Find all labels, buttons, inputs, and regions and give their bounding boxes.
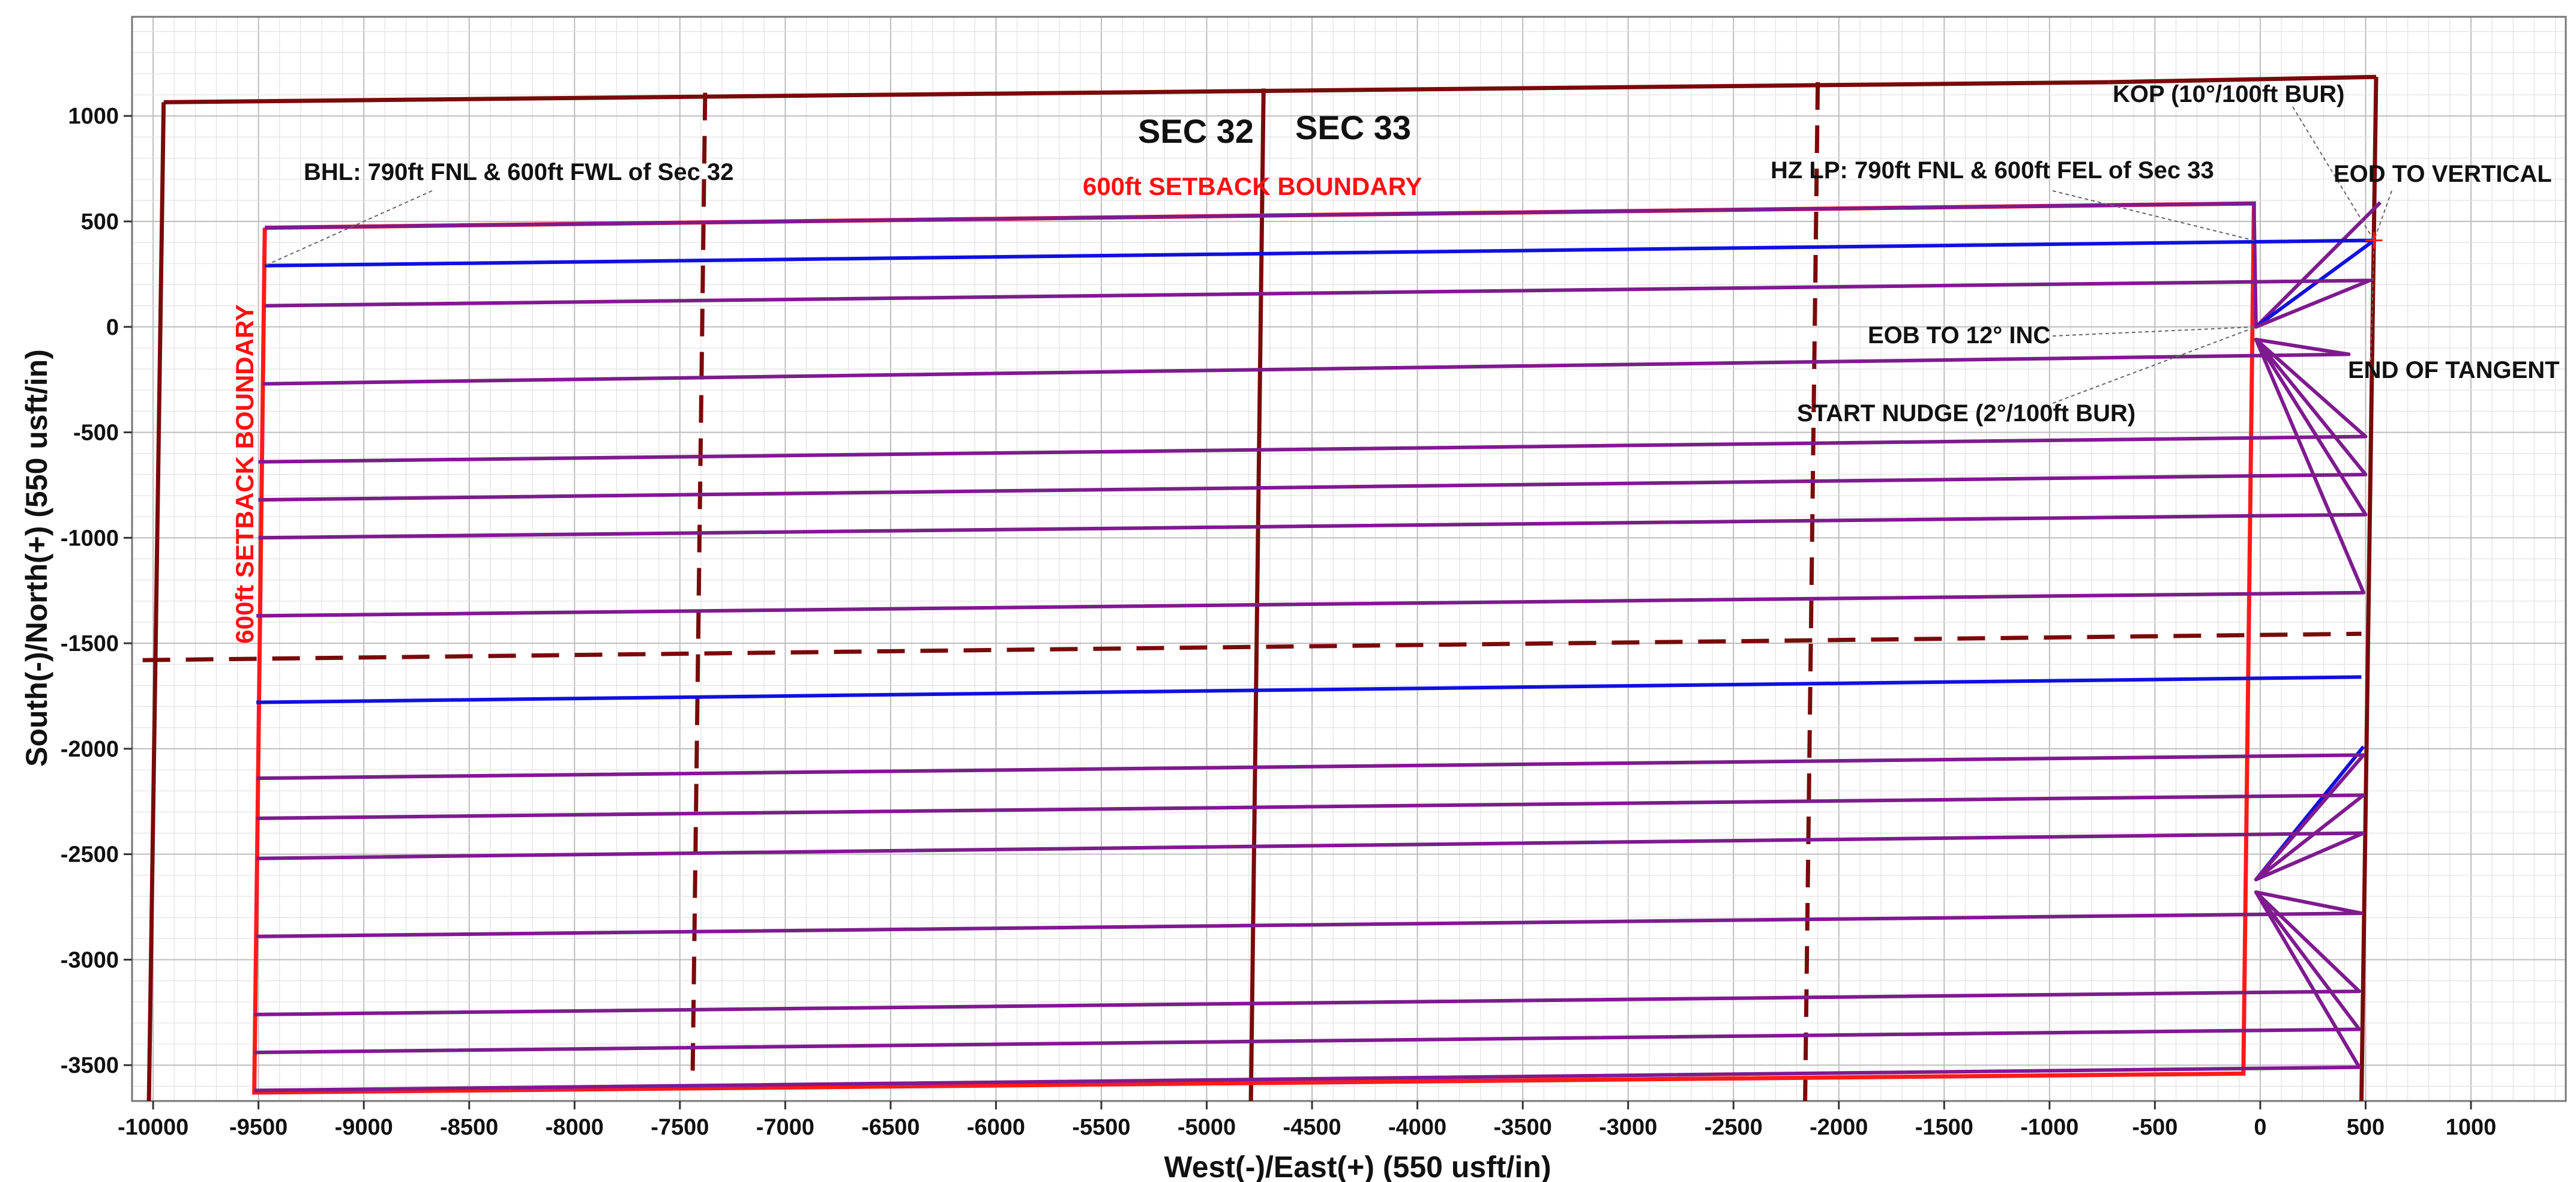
hz-lp-annotation: HZ LP: 790ft FNL & 600ft FEL of Sec 33 <box>1771 157 2214 184</box>
well-path-3 <box>265 278 2372 329</box>
x-tick-label: -9000 <box>335 1115 393 1140</box>
well-path-11 <box>256 753 2365 881</box>
x-tick-label: -7500 <box>651 1115 709 1140</box>
x-tick-label: -9500 <box>229 1115 287 1140</box>
x-tick-label: -4000 <box>1388 1115 1446 1140</box>
x-tick-label: -500 <box>2132 1115 2177 1140</box>
eob-annotation: EOB TO 12° INC <box>1868 322 2050 349</box>
well-path-1 <box>265 201 2382 329</box>
x-tick-label: -5000 <box>1178 1115 1236 1140</box>
y-tick-label: -1500 <box>61 631 119 656</box>
plot-frame <box>131 16 2567 1102</box>
half-section-line <box>142 631 2362 662</box>
y-tick-label: -2500 <box>61 842 119 868</box>
setback-top-label: 600ft SETBACK BOUNDARY <box>1083 172 1422 200</box>
x-tick-label: 0 <box>2254 1115 2266 1140</box>
well-path-7 <box>258 337 2368 540</box>
well-path-13 <box>256 831 2365 881</box>
x-tick-label: -6000 <box>967 1115 1025 1140</box>
qtr-line-west <box>690 92 708 1082</box>
kop-annotation: KOP (10°/100ft BUR) <box>2113 81 2344 107</box>
x-tick-label: -5500 <box>1072 1115 1130 1140</box>
y-tick-label: -3500 <box>61 1053 119 1078</box>
sec33-label: SEC 33 <box>1295 109 1411 146</box>
x-tick-label: -7000 <box>756 1115 814 1140</box>
annotation-leader-line <box>2370 240 2375 361</box>
x-tick-label: -1000 <box>2020 1115 2078 1140</box>
setback-left-label: 600ft SETBACK BOUNDARY <box>230 304 259 644</box>
well-path-9 <box>256 675 2362 704</box>
start-nudge-annotation: START NUDGE (2°/100ft BUR) <box>1797 400 2135 427</box>
x-tick-label: -6500 <box>861 1115 919 1140</box>
end-of-tangent-annotation: END OF TANGENT <box>2348 357 2560 383</box>
well-path-14 <box>256 890 2364 938</box>
y-tick-label: -1000 <box>61 526 119 551</box>
y-tick-label: 500 <box>81 209 119 235</box>
well-path-8 <box>256 337 2365 618</box>
x-tick-label: -2000 <box>1810 1115 1868 1140</box>
x-tick-label: -8500 <box>440 1115 498 1140</box>
x-axis-title: West(-)/East(+) (550 usft/in) <box>1164 1150 1551 1182</box>
annotation-leader-line <box>264 190 433 266</box>
annotation-leader-line <box>2052 190 2254 241</box>
x-tick-label: 1000 <box>2446 1115 2497 1140</box>
x-tick-label: -8000 <box>546 1115 604 1140</box>
sec-north-line <box>163 80 2109 104</box>
x-tick-label: -3500 <box>1494 1115 1552 1140</box>
well-paths <box>254 201 2382 1093</box>
well-path-16 <box>254 890 2361 1055</box>
bhl-annotation: BHL: 790ft FNL & 600ft FWL of Sec 32 <box>304 159 733 185</box>
x-tick-label: -10000 <box>118 1115 188 1140</box>
y-axis-title: South(-)/North(+) (550 usft/in) <box>20 349 53 767</box>
y-axis-ticks: 1000 500 0 -500 -1000 -1500 -2000 -2500 -3000 -35… <box>61 104 132 1078</box>
x-tick-label: -2500 <box>1705 1115 1763 1140</box>
y-tick-label: -500 <box>73 421 119 446</box>
y-tick-label: -2000 <box>61 737 119 762</box>
eod-vertical-annotation: EOD TO VERTICAL <box>2334 161 2552 187</box>
well-path-4 <box>262 337 2351 386</box>
y-tick-label: 0 <box>106 315 119 340</box>
well-path-2 <box>265 238 2376 329</box>
y-tick-label: 1000 <box>68 104 119 129</box>
sec-north-line-east <box>2108 74 2377 85</box>
well-path-15 <box>254 890 2361 1016</box>
sec-west-line <box>146 102 166 1102</box>
annotation-leader-line <box>2052 326 2256 337</box>
well-path-12 <box>256 793 2365 881</box>
y-tick-label: -3000 <box>61 947 119 973</box>
annotation-leader-line <box>2052 326 2257 404</box>
section-lines <box>142 74 2379 1102</box>
well-path-5 <box>258 337 2368 464</box>
well-path-6 <box>258 337 2368 502</box>
x-tick-label: -4500 <box>1283 1115 1341 1140</box>
x-tick-label: 500 <box>2347 1115 2385 1140</box>
annotation-leader-line <box>2373 190 2392 241</box>
well-path-17 <box>254 890 2361 1093</box>
sec32-33-line <box>1248 88 1266 1102</box>
x-tick-label: -1500 <box>1915 1115 1973 1140</box>
x-tick-label: -3000 <box>1599 1115 1657 1140</box>
x-axis-ticks: -10000 -9500 -9000 -8500 -8000 -7500 -7000 -650… <box>118 1101 2496 1140</box>
sec32-label: SEC 32 <box>1138 112 1254 150</box>
annotation-leaders <box>264 106 2392 404</box>
